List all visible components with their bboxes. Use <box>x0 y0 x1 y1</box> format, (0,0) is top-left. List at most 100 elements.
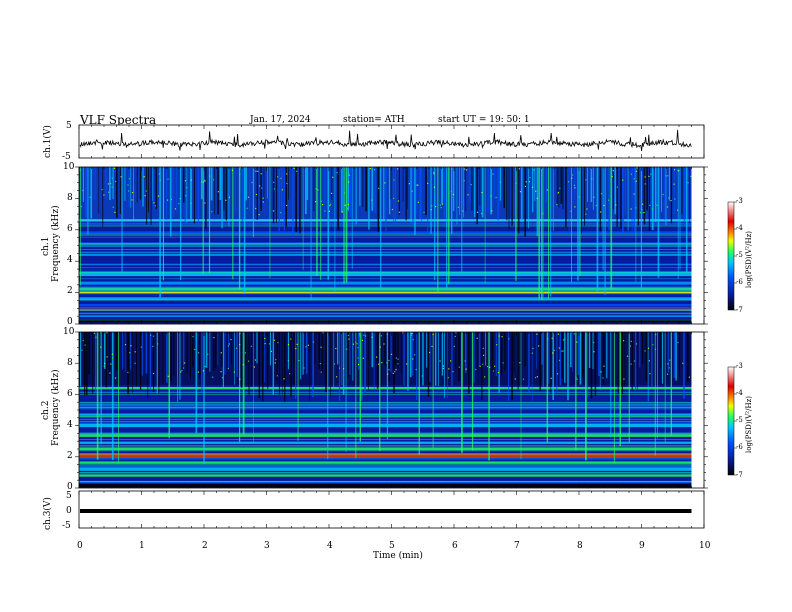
spec-speckle <box>110 183 112 185</box>
spec-sferic-column <box>663 167 665 220</box>
spec-speckle <box>649 204 651 206</box>
spec-speckle <box>622 179 624 181</box>
spec-speckle <box>100 346 102 348</box>
spec-sferic-column <box>416 332 418 400</box>
spec-speckle <box>393 197 395 199</box>
spec-sferic-column <box>162 332 164 385</box>
spec-sferic-column <box>616 167 618 227</box>
spec-speckle <box>612 170 614 172</box>
spec-sferic-column <box>132 332 133 393</box>
spec-speckle <box>647 347 650 349</box>
spec-speckle <box>376 356 378 358</box>
spec-speckle <box>518 168 520 170</box>
spec-sferic-column <box>351 167 353 270</box>
spec-frequency-band <box>79 291 692 294</box>
spec-speckle <box>416 184 418 186</box>
spec-sferic-column <box>111 332 114 460</box>
spec-sferic-column <box>416 167 418 215</box>
spec-sferic-column <box>150 167 152 226</box>
spec-noise-line <box>79 272 692 273</box>
spec-noise-line <box>79 267 692 269</box>
spec-sferic-column <box>473 332 475 383</box>
start-time-label: start UT = 19: 50: 1 <box>438 115 530 125</box>
spec-sferic-column <box>400 332 402 374</box>
spec-noise-line <box>79 419 692 421</box>
spec-sferic-column <box>267 167 268 199</box>
spec-speckle <box>666 206 669 208</box>
spec-speckle <box>167 178 169 180</box>
spec-sferic-column <box>534 167 536 202</box>
spec-sferic-column <box>427 167 429 235</box>
spec-sferic-column <box>546 332 549 443</box>
spec-sferic-column <box>550 167 552 297</box>
spec-speckle <box>371 336 373 338</box>
spec-speckle <box>412 339 414 341</box>
spec-noise-line <box>79 445 692 447</box>
spec-speckle <box>482 347 484 349</box>
spec-speckle <box>190 179 192 181</box>
spec-sferic-column <box>556 332 558 393</box>
spec-noise-line <box>79 310 692 311</box>
spec-speckle <box>198 352 200 354</box>
spec-speckle <box>476 211 479 213</box>
spec-sferic-column <box>558 167 560 208</box>
spec-sferic-column <box>639 332 641 368</box>
ch1-colorbar-tick: -7 <box>736 306 743 314</box>
spec-speckle <box>576 378 578 380</box>
spec-noise-line <box>79 299 692 301</box>
spec-speckle <box>357 347 359 349</box>
spec-noise-line <box>79 272 692 274</box>
spec-noise-line <box>79 472 692 474</box>
spec-speckle <box>447 377 449 379</box>
spec-speckle <box>248 360 250 362</box>
spec-speckle <box>174 208 176 210</box>
spec-speckle <box>641 209 643 211</box>
spec-sferic-column <box>608 167 610 231</box>
spec-frequency-band <box>79 441 692 444</box>
spec-speckle <box>591 178 593 180</box>
ch2-spec-ytick: 8 <box>67 358 73 368</box>
spec-speckle <box>128 190 130 192</box>
spec-speckle <box>531 186 534 188</box>
spec-sferic-column <box>379 332 381 451</box>
spec-speckle <box>240 167 242 169</box>
spec-speckle <box>397 168 399 170</box>
spec-speckle <box>649 373 651 375</box>
spec-sferic-column <box>124 167 126 201</box>
spec-sferic-column <box>565 167 567 228</box>
spec-speckle <box>431 205 433 207</box>
spec-speckle <box>384 182 386 184</box>
spec-speckle <box>574 206 576 208</box>
spec-sferic-column <box>397 332 399 369</box>
spec-speckle <box>492 173 494 175</box>
spec-speckle <box>89 196 91 198</box>
spec-sferic-column <box>362 167 364 207</box>
ch1-colorbar-tick: -5 <box>736 251 743 259</box>
spec-speckle <box>152 345 154 347</box>
spec-speckle <box>408 183 410 185</box>
spec-sferic-column <box>571 167 572 283</box>
spec-speckle <box>633 360 636 362</box>
spec-sferic-column <box>213 332 215 371</box>
spec-sferic-column <box>314 332 316 366</box>
spec-frequency-band <box>79 303 692 307</box>
spec-speckle <box>388 369 390 371</box>
spec-sferic-column <box>283 167 285 231</box>
spec-speckle <box>264 337 266 340</box>
spec-sferic-column <box>162 167 164 281</box>
spec-sferic-column <box>532 167 534 213</box>
ch1-spec-ytick: 8 <box>67 193 73 203</box>
spec-sferic-column <box>98 167 100 214</box>
spec-speckle <box>574 187 576 189</box>
x-tick-label: 2 <box>202 541 208 551</box>
spec-speckle <box>109 372 111 374</box>
spec-sferic-column <box>539 332 541 391</box>
spec-speckle <box>524 185 526 187</box>
spec-speckle <box>514 378 516 380</box>
spec-speckle <box>212 376 214 378</box>
spec-speckle <box>379 346 381 348</box>
spec-sferic-column <box>455 332 457 370</box>
spec-speckle <box>197 371 199 373</box>
spec-sferic-column <box>100 332 102 445</box>
